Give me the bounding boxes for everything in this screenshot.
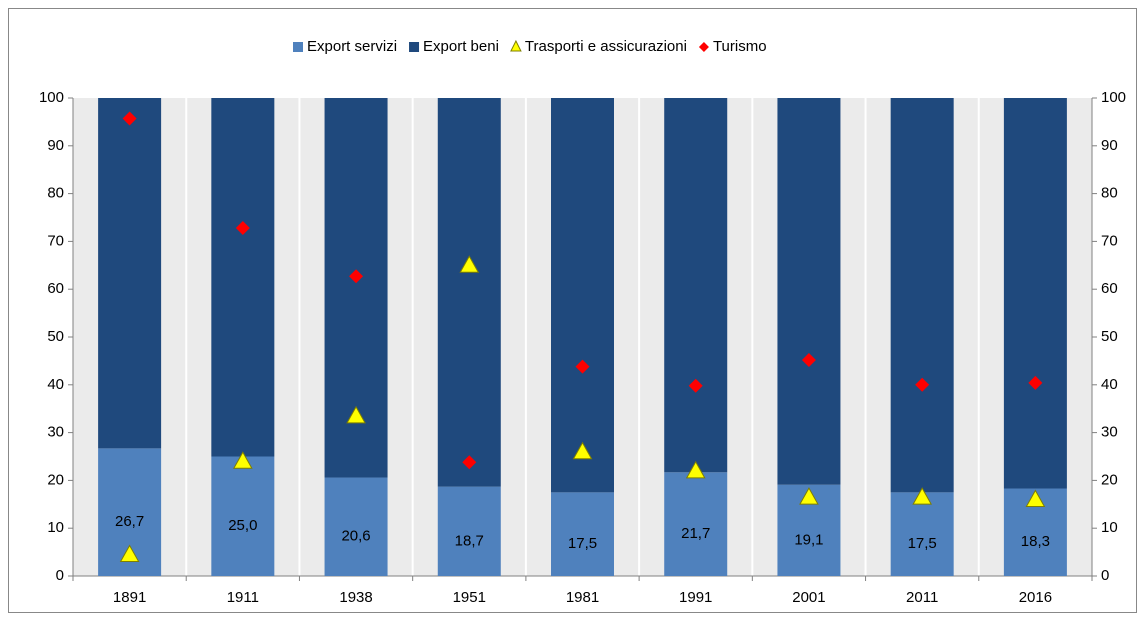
bar — [98, 98, 162, 449]
bar — [1003, 98, 1067, 489]
y2-tick-label: 90 — [1101, 137, 1118, 154]
y2-tick-label: 50 — [1101, 328, 1118, 345]
y2-tick-label: 10 — [1101, 519, 1118, 536]
y-tick-label: 90 — [47, 137, 64, 154]
legend-swatch — [293, 42, 303, 52]
y2-tick-label: 70 — [1101, 232, 1118, 249]
x-tick-label: 2016 — [1019, 589, 1052, 606]
marker-triangle — [459, 255, 480, 273]
x-tick-label: 2011 — [906, 589, 938, 606]
x-tick-label: 1911 — [227, 589, 259, 606]
bar — [551, 98, 614, 493]
y-tick-label: 0 — [56, 567, 64, 584]
y-tick-label: 30 — [47, 424, 64, 441]
marker-diamond — [122, 111, 137, 126]
legend: Export servizi Export beni Trasporti e ass… — [293, 38, 767, 55]
y2-tick-label: 100 — [1101, 89, 1126, 106]
y2-tick-label: 0 — [1101, 567, 1109, 584]
data-label: 19,1 — [794, 531, 823, 548]
bar — [777, 98, 841, 485]
marker-diamond — [1028, 375, 1043, 390]
bar — [437, 98, 501, 487]
y-tick-label: 60 — [47, 280, 64, 297]
marker-triangle — [232, 451, 253, 469]
bar — [211, 98, 275, 457]
legend-label: Turismo — [713, 38, 767, 55]
legend-swatch — [409, 42, 420, 52]
data-label: 20,6 — [341, 528, 370, 545]
marker-triangle — [685, 460, 706, 479]
marker-triangle — [912, 487, 933, 505]
marker-triangle — [799, 487, 819, 505]
x-tick-label: 1951 — [453, 589, 486, 606]
marker-diamond — [235, 221, 250, 236]
y-tick-label: 50 — [47, 328, 64, 345]
data-label: 18,7 — [455, 532, 484, 549]
y2-tick-label: 40 — [1101, 376, 1118, 393]
marker-diamond — [575, 359, 590, 374]
bar — [324, 477, 388, 576]
data-label: 26,7 — [115, 513, 144, 530]
marker-diamond — [801, 352, 816, 367]
data-label: 18,3 — [1021, 533, 1050, 550]
bar — [664, 98, 728, 473]
y2-tick-label: 20 — [1101, 471, 1118, 488]
marker-triangle — [572, 441, 593, 460]
legend-swatch — [510, 39, 522, 52]
legend-label: Export servizi — [307, 38, 397, 55]
y2-tick-label: 80 — [1101, 185, 1118, 202]
y-tick-label: 10 — [47, 519, 64, 536]
y2-tick-label: 30 — [1101, 424, 1118, 441]
legend-label: Trasporti e assicurazioni — [525, 38, 687, 55]
marker-triangle — [346, 405, 366, 424]
bar — [211, 456, 275, 576]
bar — [664, 472, 728, 576]
data-label: 25,0 — [228, 517, 257, 534]
bar — [890, 492, 954, 576]
marker-diamond — [688, 378, 703, 393]
data-label: 21,7 — [681, 525, 710, 542]
data-label: 17,5 — [908, 535, 937, 552]
x-tick-label: 1991 — [679, 589, 712, 606]
y2-tick-label: 60 — [1101, 280, 1118, 297]
marker-diamond — [349, 269, 364, 284]
legend-swatch — [698, 42, 709, 52]
x-tick-label: 1938 — [339, 589, 372, 606]
bar — [890, 98, 954, 493]
data-label: 17,5 — [568, 535, 597, 552]
x-tick-label: 2001 — [792, 589, 825, 606]
x-tick-label: 1891 — [113, 589, 146, 606]
bar — [551, 492, 614, 576]
marker-diamond — [462, 455, 477, 470]
y-tick-label: 70 — [47, 232, 64, 249]
y-tick-label: 20 — [47, 471, 64, 488]
y-tick-label: 80 — [47, 185, 64, 202]
marker-triangle — [119, 544, 140, 562]
marker-triangle — [1025, 489, 1046, 508]
legend-label: Export beni — [423, 38, 499, 55]
x-tick-label: 1981 — [566, 589, 599, 606]
bar — [437, 486, 501, 576]
marker-diamond — [915, 377, 930, 392]
y-tick-label: 100 — [39, 89, 64, 106]
y-tick-label: 40 — [47, 376, 64, 393]
